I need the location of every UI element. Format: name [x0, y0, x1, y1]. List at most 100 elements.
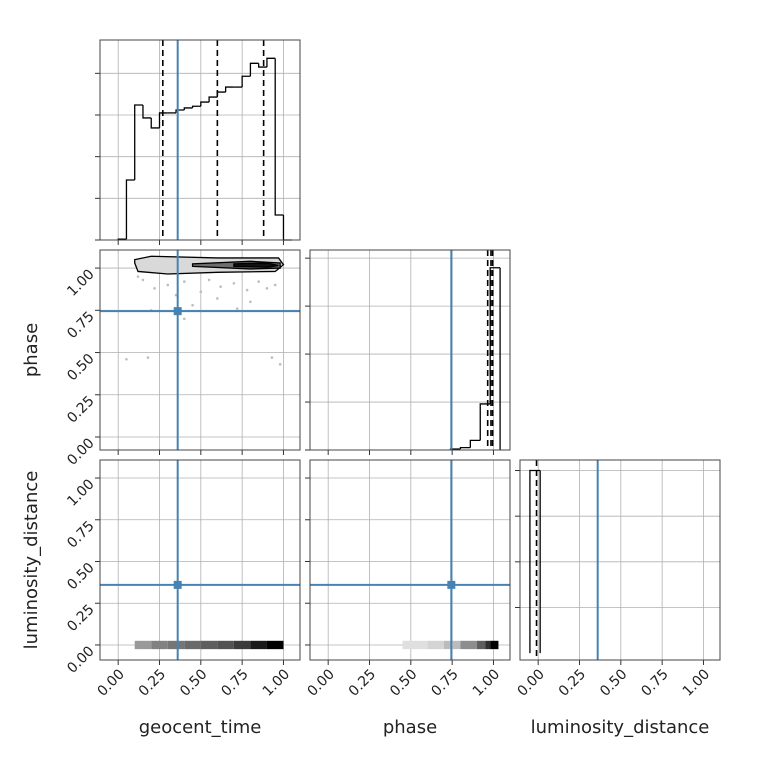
density-cell [134, 640, 152, 650]
y-tick-label: 0.75 [64, 309, 97, 342]
density-cell [427, 640, 444, 650]
panel-frame [99, 249, 301, 451]
panel-frame [99, 459, 301, 661]
density-cell [217, 640, 234, 650]
x-axis-label: geocent_time [139, 717, 262, 738]
sample-point [265, 287, 269, 290]
histogram-step [183, 107, 193, 110]
histogram-step [249, 62, 259, 77]
x-tick-label: 0.25 [136, 666, 169, 699]
panel: 0.00 0.25 0.50 0.75 1.000.000.250.500.751.00… [21, 459, 301, 738]
y-tick-label: 0.25 [64, 602, 97, 635]
x-axis-label: luminosity_distance [531, 717, 710, 738]
histogram-step [208, 96, 218, 103]
histogram-step [175, 109, 185, 113]
truth-marker [173, 580, 182, 589]
density-cell [476, 640, 486, 650]
histogram-step [266, 57, 276, 68]
histogram-step [158, 112, 168, 128]
x-axis-label: phase [383, 717, 437, 738]
sample-point [245, 288, 249, 292]
panel-frame [519, 459, 721, 661]
panel-frame [309, 459, 511, 661]
x-tick-label: 1.00 [680, 666, 713, 699]
contour [233, 262, 279, 268]
x-tick-label: 0.00 [514, 666, 547, 699]
x-tick-label: 0.50 [597, 666, 630, 699]
panel [305, 249, 511, 455]
sample-point [273, 283, 277, 287]
y-tick-label: 0.50 [64, 560, 97, 593]
sample-point [270, 356, 274, 359]
histogram-step [258, 63, 267, 68]
histogram-step [191, 105, 201, 108]
x-tick-label: 1.00 [260, 666, 293, 699]
x-tick-label: 1.00 [470, 666, 503, 699]
histogram-step [216, 91, 226, 98]
panel-frame [99, 39, 301, 241]
sample-point [249, 300, 252, 304]
density-cell [200, 640, 218, 650]
truth-marker [447, 580, 456, 589]
density-cell [233, 640, 251, 650]
density-cell [151, 640, 168, 650]
sample-point [182, 317, 186, 321]
sample-point [207, 278, 211, 282]
sample-point [232, 281, 236, 285]
sample-point [166, 283, 170, 287]
y-tick-label: 0.75 [64, 518, 97, 551]
histogram-step [224, 86, 234, 93]
sample-point [278, 363, 282, 366]
density-cell [167, 640, 185, 650]
histogram-step [469, 439, 481, 448]
x-tick-label: 0.00 [304, 666, 337, 699]
sample-point [136, 275, 140, 278]
histogram-step [150, 117, 160, 129]
histogram-step [125, 179, 135, 240]
panel [95, 39, 301, 245]
y-tick-label: 0.50 [64, 351, 97, 384]
x-tick-label: 0.00 [94, 666, 127, 699]
sample-point [257, 280, 260, 283]
x-tick-label: 0.25 [346, 666, 379, 699]
x-tick-label: 0.50 [387, 666, 420, 699]
x-tick-label: 0.75 [638, 666, 671, 699]
sample-point [182, 280, 186, 283]
histogram-step [241, 75, 251, 88]
x-tick-label: 0.50 [177, 666, 210, 699]
sample-point [153, 287, 156, 290]
sample-point [199, 290, 203, 294]
density-cell [490, 640, 499, 650]
y-axis-label: phase [21, 323, 42, 377]
y-tick-label: 0.00 [64, 643, 97, 676]
density-cell [485, 640, 491, 650]
sample-point [216, 297, 219, 300]
x-tick-label: 0.25 [556, 666, 589, 699]
sample-point [219, 285, 222, 288]
histogram-step [274, 58, 284, 216]
density-cell [402, 640, 428, 650]
histogram-step [142, 105, 152, 119]
histogram-step [134, 104, 143, 180]
y-tick-label: 1.00 [64, 266, 97, 299]
y-tick-label: 0.00 [64, 435, 97, 468]
truth-marker [173, 307, 182, 316]
histogram-step [459, 446, 471, 450]
density-cell [460, 640, 477, 650]
panel: 0.00 0.25 0.50 0.75 1.00 phase [21, 249, 301, 469]
density-cell [250, 640, 267, 650]
histogram-step [479, 403, 491, 441]
y-tick-label: 0.25 [64, 393, 97, 426]
panel-frame [309, 249, 511, 451]
x-tick-label: 0.75 [218, 666, 251, 699]
density-cell [184, 640, 201, 650]
sample-point [125, 357, 128, 361]
histogram-step [282, 215, 292, 241]
y-axis-label: luminosity_distance [21, 471, 42, 650]
histogram-step [489, 267, 501, 404]
panel: 0.00 0.25 0.50 0.75 1.00 luminosity_distance [514, 459, 721, 738]
y-tick-label: 1.00 [64, 476, 97, 509]
